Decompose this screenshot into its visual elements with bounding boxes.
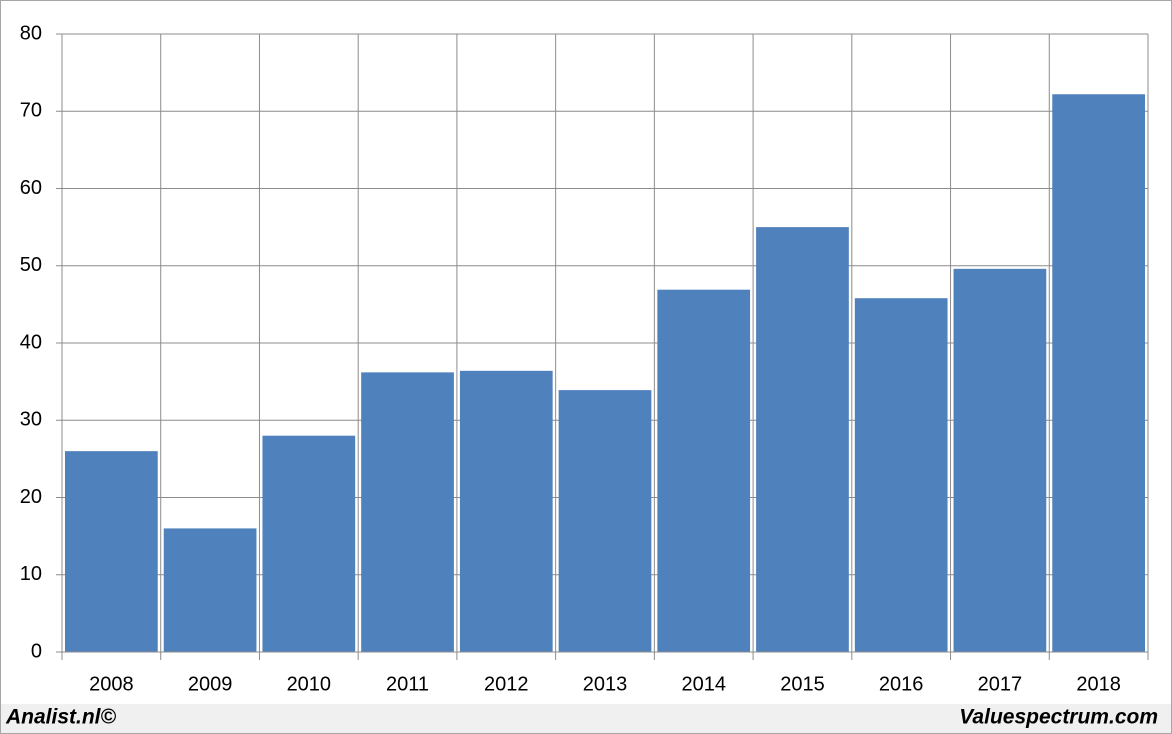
bar [163, 528, 257, 652]
y-tick-label: 40 [20, 331, 42, 353]
footer-band [1, 704, 1171, 733]
x-tick-label: 2015 [780, 673, 825, 695]
x-tick-label: 2014 [681, 673, 726, 695]
y-tick-label: 60 [20, 177, 42, 199]
y-tick-label: 80 [20, 22, 42, 44]
bar [756, 227, 849, 652]
bar [262, 435, 356, 652]
footer-right: Valuespectrum.com [959, 706, 1158, 729]
x-tick-label: 2017 [978, 673, 1023, 695]
bar [65, 451, 158, 652]
x-tick-label: 2013 [583, 673, 628, 695]
bar [953, 268, 1047, 652]
bar [558, 390, 652, 652]
bar [459, 370, 553, 652]
y-tick-label: 20 [20, 486, 42, 508]
y-tick-label: 70 [20, 100, 42, 122]
bar [361, 372, 454, 652]
x-tick-label: 2012 [484, 673, 529, 695]
y-tick-label: 10 [20, 563, 42, 585]
bar [657, 289, 751, 652]
x-tick-label: 2016 [879, 673, 924, 695]
x-tick-label: 2018 [1076, 673, 1121, 695]
x-tick-label: 2008 [89, 673, 134, 695]
y-tick-label: 30 [20, 409, 42, 431]
bar [854, 298, 948, 652]
y-tick-label: 0 [31, 640, 42, 662]
x-tick-label: 2011 [386, 673, 429, 695]
bar [1052, 94, 1145, 652]
footer-left: Analist.nl© [5, 706, 117, 729]
x-tick-label: 2010 [287, 673, 332, 695]
x-tick-label: 2009 [188, 673, 233, 695]
y-tick-label: 50 [20, 254, 42, 276]
